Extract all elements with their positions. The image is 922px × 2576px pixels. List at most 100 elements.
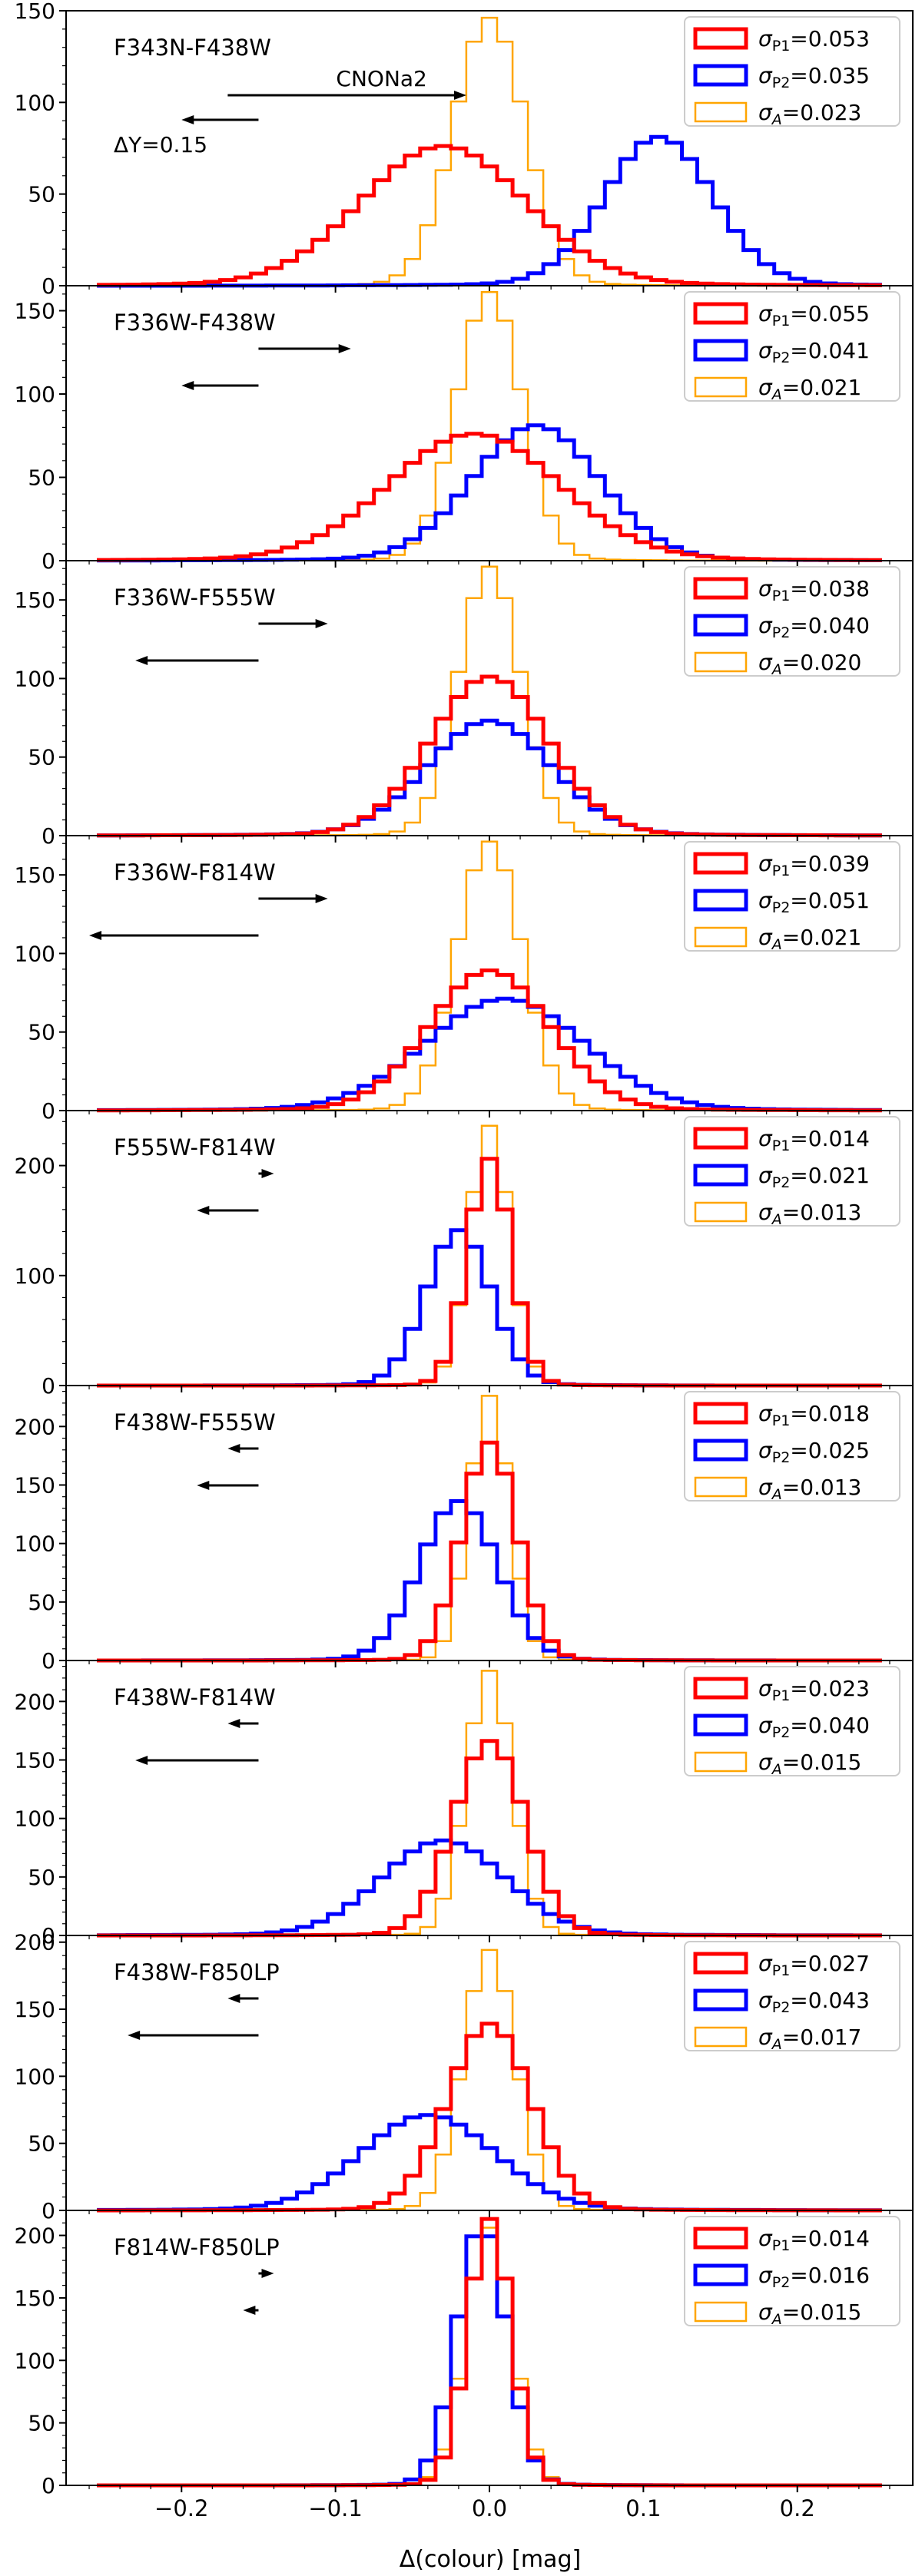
y-tick-label: 50 <box>28 2411 55 2436</box>
legend-swatch-red <box>693 852 748 875</box>
y-tick-label: 100 <box>15 1263 55 1289</box>
shift-arrow-head <box>197 1481 210 1490</box>
histogram-red <box>97 968 882 1113</box>
legend-swatch-orange <box>694 1476 748 1498</box>
legend-swatch-orange <box>694 651 748 673</box>
legend-label: σP1=0.055 <box>758 301 870 329</box>
histogram-blue <box>97 134 882 288</box>
panel-8: 0 50 100 150 200 F814W-F850LP σP1=0.014 σP2=0.0… <box>15 2210 914 2498</box>
legend-swatch-red <box>693 577 748 600</box>
y-tick-label: 150 <box>15 0 55 24</box>
panel-title: F336W-F438W <box>114 310 276 336</box>
legend-label: σP2=0.040 <box>758 613 870 641</box>
panel-1: 0 50 100 150 F336W-F438W σP1=0.055 σP2=0.041 σA… <box>15 285 914 574</box>
y-tick-label: 150 <box>15 588 55 613</box>
legend-label: σA=0.017 <box>758 2025 861 2053</box>
legend-label: σP2=0.043 <box>758 1988 870 2016</box>
y-tick-label: 100 <box>15 382 55 407</box>
legend-box <box>684 16 900 127</box>
shift-arrow-head <box>227 1994 240 2003</box>
legend-swatch-orange <box>694 926 748 948</box>
y-tick-label: 100 <box>15 1806 55 1832</box>
y-tick-label: 0 <box>41 1098 55 1124</box>
y-tick-label: 0 <box>41 1648 55 1674</box>
legend-label: σP2=0.021 <box>758 1163 870 1191</box>
shift-arrow-head <box>261 1169 274 1178</box>
legend-swatch-red <box>693 1952 748 1975</box>
legend-swatch-red <box>693 27 748 50</box>
y-tick-label: 0 <box>41 548 55 574</box>
legend-label: σP1=0.014 <box>758 2226 870 2254</box>
y-tick-label: 150 <box>15 1747 55 1773</box>
panel-title: F438W-F850LP <box>114 1959 280 1985</box>
arrow-label: CNONa2 <box>336 66 426 91</box>
legend-swatch-blue <box>693 1164 748 1187</box>
y-tick-label: 200 <box>15 1689 55 1714</box>
shift-arrow-head <box>315 619 328 628</box>
legend-box <box>684 1391 900 1502</box>
panel-5: 0 50 100 150 200 F438W-F555W σP1=0.018 σP2=0.02… <box>15 1385 914 1674</box>
y-tick-label: 0 <box>41 1373 55 1399</box>
legend-box <box>684 566 900 677</box>
y-tick-label: 50 <box>28 1020 55 1045</box>
panel-title: F814W-F850LP <box>114 2234 280 2260</box>
legend-swatch-blue <box>693 614 748 637</box>
y-tick-label: 100 <box>15 666 55 691</box>
legend-swatch-red <box>693 1402 748 1425</box>
panel-7: 0 50 100 150 200 F438W-F850LP σP1=0.027 σP2=0.0… <box>15 1930 914 2223</box>
y-tick-label: 150 <box>15 1997 55 2022</box>
y-tick-label: 150 <box>15 2286 55 2311</box>
x-tick-label: 0.1 <box>625 2495 661 2521</box>
legend-label: σA=0.015 <box>758 2300 861 2328</box>
legend-label: σA=0.021 <box>758 375 861 403</box>
y-tick-label: 50 <box>28 182 55 207</box>
y-tick-label: 100 <box>15 90 55 115</box>
shift-arrow-head <box>89 931 102 940</box>
histogram-blue <box>97 996 882 1112</box>
legend-label: σP2=0.051 <box>758 888 870 916</box>
shift-arrow-head <box>315 894 328 903</box>
y-tick-label: 100 <box>15 2348 55 2373</box>
histogram-red <box>97 674 882 838</box>
histogram-red <box>97 2021 882 2213</box>
legend-swatch-orange <box>694 1751 748 1773</box>
x-axis-label: Δ(colour) [mag] <box>400 2546 581 2573</box>
panel-title: F555W-F814W <box>114 1134 276 1161</box>
panels-group: 0 50 100 150 F343N-F438W CNONa2 ΔY=0.15 σP1=0.0… <box>15 0 914 2498</box>
legend-label: σA=0.015 <box>758 1750 861 1778</box>
panel-0: 0 50 100 150 F343N-F438W CNONa2 ΔY=0.15 σP1=0.0… <box>15 0 914 299</box>
x-tick-label: −0.2 <box>154 2495 208 2521</box>
legend-label: σP1=0.023 <box>758 1676 870 1704</box>
legend-swatch-orange <box>694 101 748 123</box>
legend-label: σA=0.013 <box>758 1475 861 1503</box>
legend-swatch-orange <box>694 2026 748 2048</box>
legend-label: σP2=0.035 <box>758 63 870 91</box>
histogram-red <box>97 144 882 287</box>
panel-4: 0 100 200 F555W-F814W σP1=0.014 σP2=0.021 σA=0… <box>15 1110 914 1399</box>
legend-box <box>684 1666 900 1776</box>
shift-arrow-head <box>135 1756 148 1765</box>
legend-swatch-orange <box>694 376 748 398</box>
y-tick-label: 50 <box>28 2131 55 2157</box>
shift-arrow-head <box>197 1206 210 1215</box>
y-tick-label: 0 <box>41 2198 55 2223</box>
histogram-blue <box>97 1228 882 1388</box>
panel-title: F336W-F555W <box>114 584 276 611</box>
legend-label: σP1=0.027 <box>758 1951 870 1979</box>
legend-swatch-red <box>693 1677 748 1700</box>
histogram-blue <box>97 423 882 563</box>
legend-label: σA=0.023 <box>758 100 861 128</box>
legend-box <box>684 2216 900 2326</box>
x-axis: −0.2 −0.1 0.0 0.1 0.2 <box>154 2495 815 2521</box>
y-tick-label: 150 <box>15 299 55 324</box>
y-tick-label: 100 <box>15 1531 55 1557</box>
y-tick-label: 200 <box>15 1154 55 1179</box>
panel-title: F336W-F814W <box>114 859 276 886</box>
shift-arrow-head <box>135 656 148 665</box>
legend-label: σP1=0.038 <box>758 576 870 604</box>
shift-arrow-head <box>181 381 194 390</box>
arrow-label: ΔY=0.15 <box>114 132 207 157</box>
y-tick-label: 50 <box>28 465 55 491</box>
y-tick-label: 100 <box>15 941 55 966</box>
